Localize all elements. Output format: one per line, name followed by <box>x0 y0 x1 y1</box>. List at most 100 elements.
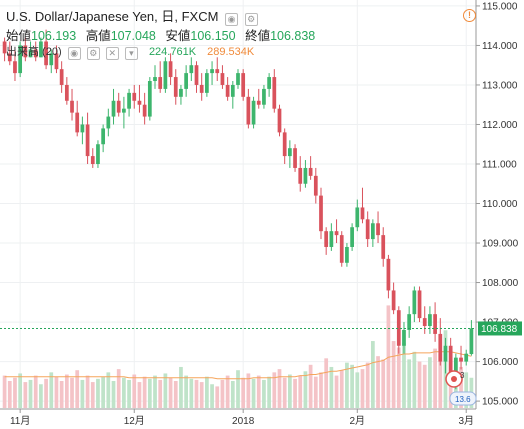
price-axis[interactable]: 115.000 114.000 113.000 112.000 111.000 110.0… <box>476 1 519 408</box>
candle <box>469 320 474 356</box>
volume-bar <box>173 381 178 408</box>
candle-body <box>350 227 354 247</box>
candle <box>199 73 204 101</box>
candle-body <box>158 77 163 89</box>
candle <box>7 41 12 66</box>
candle-body <box>111 100 116 117</box>
candle <box>90 148 95 168</box>
events-badge[interactable]: 3 13.6 <box>445 370 477 406</box>
volume-bar <box>80 379 85 408</box>
volume-bar <box>111 381 116 408</box>
time-tick-label: 11月 <box>10 415 30 427</box>
candle <box>391 282 396 315</box>
candle <box>365 211 370 247</box>
volume-bar <box>391 341 396 408</box>
candle-body <box>298 167 303 184</box>
volume-bar <box>339 370 344 408</box>
candle <box>168 53 173 85</box>
close-value: 106.838 <box>270 29 316 43</box>
volume-bar <box>132 374 137 408</box>
volume-bar <box>303 371 308 408</box>
candle-body <box>7 53 12 62</box>
candle <box>184 65 188 97</box>
candle <box>39 37 43 58</box>
volume-bars <box>2 305 474 408</box>
settings-icon[interactable]: ⚙ <box>244 13 258 26</box>
volume-bar <box>64 374 69 408</box>
last-price-label: 106.838 <box>481 324 518 335</box>
volume-bar <box>127 379 131 408</box>
candle-body <box>49 53 54 66</box>
volume-bar <box>54 376 59 408</box>
candle <box>18 41 23 78</box>
candle <box>132 84 137 109</box>
volume-bar <box>59 381 64 408</box>
candle-body <box>453 357 458 378</box>
candle-body <box>215 69 220 74</box>
candle-body <box>90 156 95 164</box>
candle-body <box>127 92 131 109</box>
eye-icon[interactable]: ◉ <box>67 47 81 60</box>
candle <box>44 29 48 70</box>
candle <box>116 92 121 117</box>
price-tick-label: 112.000 <box>482 120 518 131</box>
candle <box>122 96 126 129</box>
candle-body <box>2 41 7 54</box>
candle-body <box>345 246 349 263</box>
alert-icon[interactable]: ! <box>463 9 476 22</box>
candle-body <box>230 84 235 97</box>
volume-bar <box>199 382 204 408</box>
candle <box>153 65 157 89</box>
candle-body <box>288 148 292 157</box>
volume-bar <box>334 375 339 408</box>
volume-bar <box>422 364 427 408</box>
candle <box>230 81 235 109</box>
candle <box>111 88 116 125</box>
candle-body <box>173 77 178 97</box>
high-value: 107.048 <box>110 29 156 43</box>
volume-ma-line <box>4 351 472 380</box>
volume-bar <box>438 354 443 408</box>
candle <box>360 187 365 224</box>
price-tick-label: 115.000 <box>482 1 518 12</box>
candle <box>80 116 85 145</box>
candle-body <box>225 84 230 97</box>
ohlc-row: 始値106.193 高値107.048 安値106.150 終値106.838 <box>6 29 316 43</box>
volume-bar <box>215 386 220 408</box>
volume-ma-value: 289.534K <box>207 46 255 58</box>
candle-body <box>194 65 199 85</box>
candle-body <box>459 357 463 362</box>
candle <box>459 345 463 370</box>
candle-body <box>464 353 469 362</box>
candle-body <box>391 290 396 311</box>
volume-bar <box>267 376 271 408</box>
candle-body <box>277 108 282 133</box>
volume-bar <box>153 375 157 408</box>
price-tick-label: 106.000 <box>482 357 519 368</box>
candle-body <box>44 41 48 66</box>
candle <box>256 88 261 109</box>
candle <box>298 156 303 192</box>
volume-bar <box>459 366 463 408</box>
volume-bar <box>345 362 349 408</box>
candle <box>147 77 152 121</box>
events-count: 3 <box>460 371 465 380</box>
candle-body <box>39 41 43 58</box>
candle-body <box>80 124 85 133</box>
candle-body <box>282 132 287 157</box>
candle <box>308 156 313 180</box>
price-tick-label: 111.000 <box>482 159 517 170</box>
candle <box>70 88 74 121</box>
candle-body <box>407 314 412 330</box>
time-axis[interactable]: 11月 12月 2018 2月 3月 <box>10 409 474 427</box>
time-tick-label: 2月 <box>350 415 366 427</box>
close-icon[interactable]: ✕ <box>105 47 119 60</box>
candle-body <box>137 100 142 105</box>
more-icon[interactable]: ▾ <box>124 47 138 60</box>
volume-bar <box>90 382 95 408</box>
settings-icon[interactable]: ⚙ <box>86 47 100 60</box>
candle-body <box>438 333 443 362</box>
candle <box>350 223 354 251</box>
volume-bar <box>220 379 225 408</box>
